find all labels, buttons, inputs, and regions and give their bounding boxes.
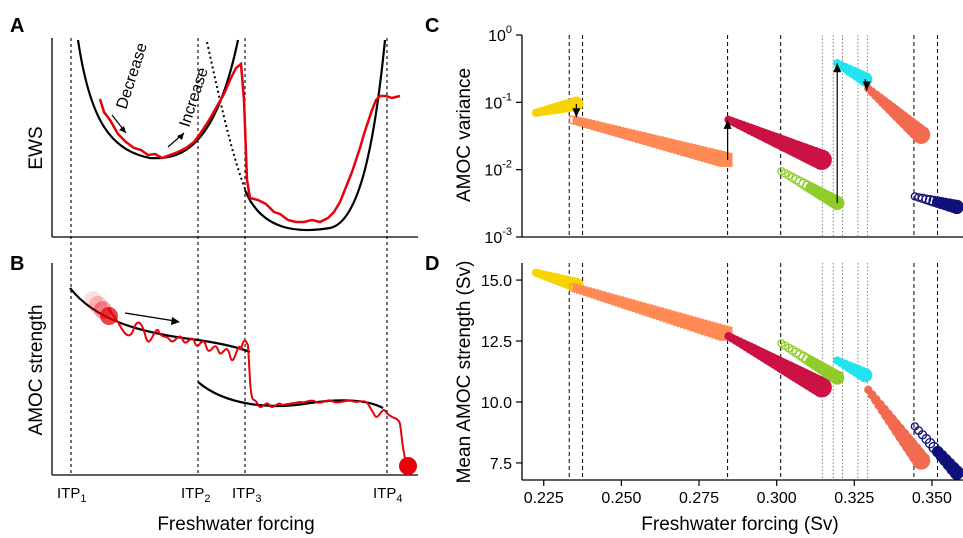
d-point-crimson — [811, 377, 832, 398]
c-point-salmon — [911, 125, 931, 144]
d-xtick-label: 0.250 — [601, 490, 641, 507]
d-vlines — [568, 263, 939, 480]
d-point-cyan — [858, 368, 873, 383]
d-ytick-label: 7.5 — [490, 456, 512, 473]
transition-arrowhead — [833, 63, 842, 73]
ews-red-trace — [98, 61, 401, 224]
transition-arrowhead — [572, 108, 581, 118]
d-xtick-label: 0.350 — [912, 490, 952, 507]
d-xtick-label: 0.325 — [834, 490, 874, 507]
d-xticks: 0.225 0.250 0.275 0.300 0.325 0.350 — [524, 480, 952, 507]
d-xtick-label: 0.225 — [524, 490, 564, 507]
itp2-sub: 2 — [204, 493, 210, 505]
itp4-sub: 4 — [396, 493, 402, 505]
amoc-ball-trail — [84, 291, 118, 325]
d-point-salmon — [911, 451, 931, 470]
transition-arrowhead — [723, 119, 732, 129]
panel-a-ylabel: EWS — [26, 126, 47, 169]
amoc-red-trace — [107, 307, 407, 463]
left-xlabel: Freshwater forcing — [157, 514, 314, 535]
panel-c-ylabel: AMOC variance — [454, 68, 475, 202]
itp4-main: ITP — [373, 485, 396, 502]
itp-labels: ITP1 ITP2 ITP3 ITP4 — [57, 485, 402, 505]
panel-a-axes — [51, 38, 418, 238]
c-ytick-label: 10-2 — [484, 159, 512, 180]
ews-increase-label: Increase — [177, 66, 212, 130]
c-point-orange — [718, 152, 733, 167]
itp1-main: ITP — [57, 485, 80, 502]
panel-a-label: A — [10, 15, 24, 37]
d-xtick-label: 0.300 — [757, 490, 797, 507]
panel-b-label: B — [10, 253, 24, 275]
svg-text:ITP1: ITP1 — [57, 485, 86, 505]
amoc-ball-final — [399, 457, 417, 475]
itp1-sub: 1 — [80, 493, 86, 505]
ews-curve-right — [243, 39, 387, 232]
ews-curve-left — [76, 39, 240, 160]
itp3-sub: 3 — [255, 493, 261, 505]
c-axes — [521, 35, 963, 238]
d-ytick-label: 15.0 — [481, 273, 512, 290]
panel-d-ylabel: Mean AMOC strength (Sv) — [454, 261, 475, 484]
d-marks — [531, 268, 963, 480]
d-ytick-label: 12.5 — [481, 334, 512, 351]
c-yticks: 100 10-1 10-2 10-3 — [484, 24, 522, 247]
itp2-main: ITP — [181, 485, 204, 502]
c-marks — [531, 59, 963, 215]
svg-text:ITP4: ITP4 — [373, 485, 402, 505]
itp3-main: ITP — [232, 485, 255, 502]
c-ytick-label: 100 — [488, 24, 512, 45]
ews-increase-arrow — [167, 132, 185, 148]
svg-text:ITP2: ITP2 — [181, 485, 210, 505]
amoc-motion-arrow — [124, 312, 180, 325]
d-xlabel: Freshwater forcing (Sv) — [641, 514, 838, 535]
d-yticks: 15.0 12.5 10.0 7.5 — [481, 273, 522, 473]
panel-b-axes — [51, 263, 418, 476]
panel-b-ylabel: AMOC strength — [26, 305, 47, 436]
c-arrows — [572, 63, 871, 203]
d-point-green — [830, 370, 845, 385]
c-ytick-label: 10-3 — [484, 226, 512, 247]
ews-curve-dotted — [206, 41, 253, 206]
d-point-navy — [949, 465, 963, 480]
ews-decrease-arrow — [111, 114, 127, 134]
svg-text:ITP3: ITP3 — [232, 485, 261, 505]
c-point-navy — [949, 199, 963, 215]
panel-c-label: C — [425, 15, 439, 37]
ews-decrease-label: Decrease — [114, 41, 151, 111]
c-point-crimson — [811, 149, 832, 170]
c-ytick-label: 10-1 — [484, 91, 512, 112]
d-ytick-label: 10.0 — [481, 395, 512, 412]
panel-d-label: D — [425, 253, 439, 275]
d-axes — [521, 263, 963, 481]
d-xtick-label: 0.275 — [679, 490, 719, 507]
transition-arrowhead — [862, 81, 871, 91]
